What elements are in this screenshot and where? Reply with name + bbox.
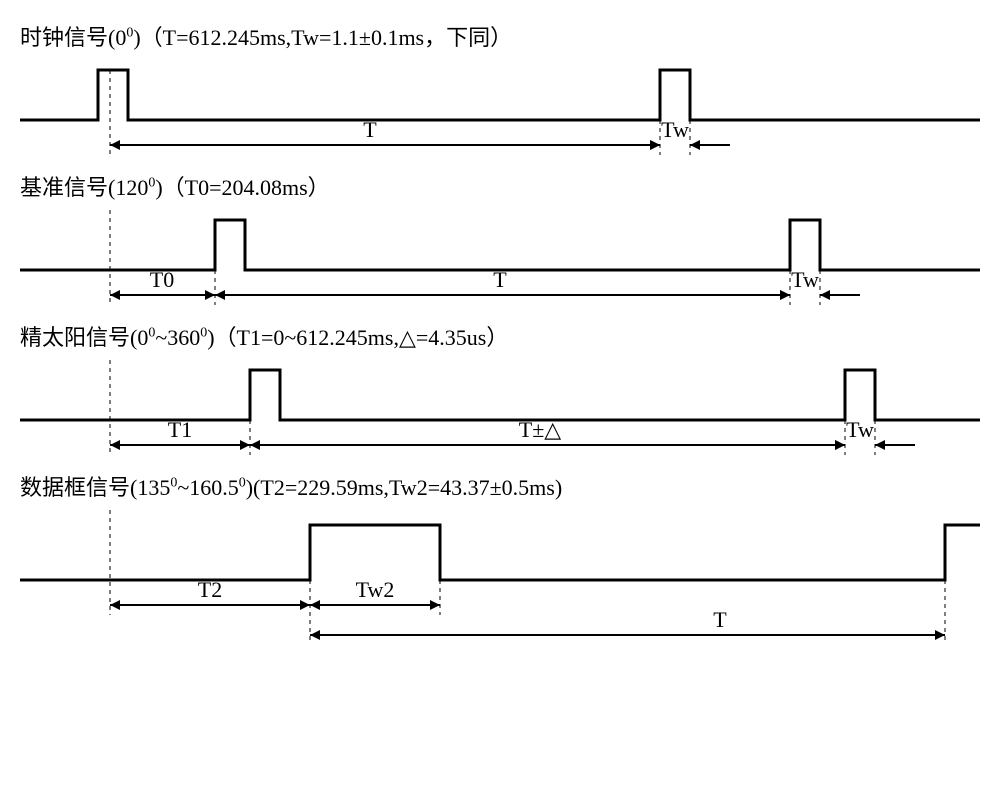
waveform-dataframe: T2 Tw2 T	[20, 510, 980, 650]
svg-text:T2: T2	[198, 577, 222, 602]
waveform-clock: T Tw	[20, 60, 980, 160]
svg-text:Tw2: Tw2	[356, 577, 395, 602]
signal-title: 数据框信号(1350~160.50)(T2=229.59ms,Tw2=43.37…	[20, 470, 980, 502]
svg-text:T±△: T±△	[519, 417, 562, 442]
signal-title: 精太阳信号(00~3600)（T1=0~612.245ms,△=4.35us）	[20, 320, 980, 352]
signal-title: 基准信号(1200)（T0=204.08ms）	[20, 170, 980, 202]
svg-text:Tw: Tw	[791, 267, 819, 292]
svg-text:T0: T0	[150, 267, 174, 292]
svg-text:T1: T1	[168, 417, 192, 442]
waveform-reference: T0 T Tw	[20, 210, 980, 310]
svg-text:Tw: Tw	[661, 117, 689, 142]
signal-block-reference: 基准信号(1200)（T0=204.08ms） T0 T Tw	[20, 170, 980, 310]
signal-title: 时钟信号(00)（T=612.245ms,Tw=1.1±0.1ms，下同）	[20, 20, 980, 52]
signal-block-clock: 时钟信号(00)（T=612.245ms,Tw=1.1±0.1ms，下同） T Tw	[20, 20, 980, 160]
svg-text:Tw: Tw	[846, 417, 874, 442]
timing-diagram: 时钟信号(00)（T=612.245ms,Tw=1.1±0.1ms，下同） T Tw…	[20, 20, 980, 650]
svg-text:T: T	[713, 607, 727, 632]
signal-block-dataframe: 数据框信号(1350~160.50)(T2=229.59ms,Tw2=43.37…	[20, 470, 980, 650]
svg-text:T: T	[363, 117, 377, 142]
waveform-sun: T1 T±△ Tw	[20, 360, 980, 460]
svg-text:T: T	[493, 267, 507, 292]
signal-block-sun: 精太阳信号(00~3600)（T1=0~612.245ms,△=4.35us） T…	[20, 320, 980, 460]
